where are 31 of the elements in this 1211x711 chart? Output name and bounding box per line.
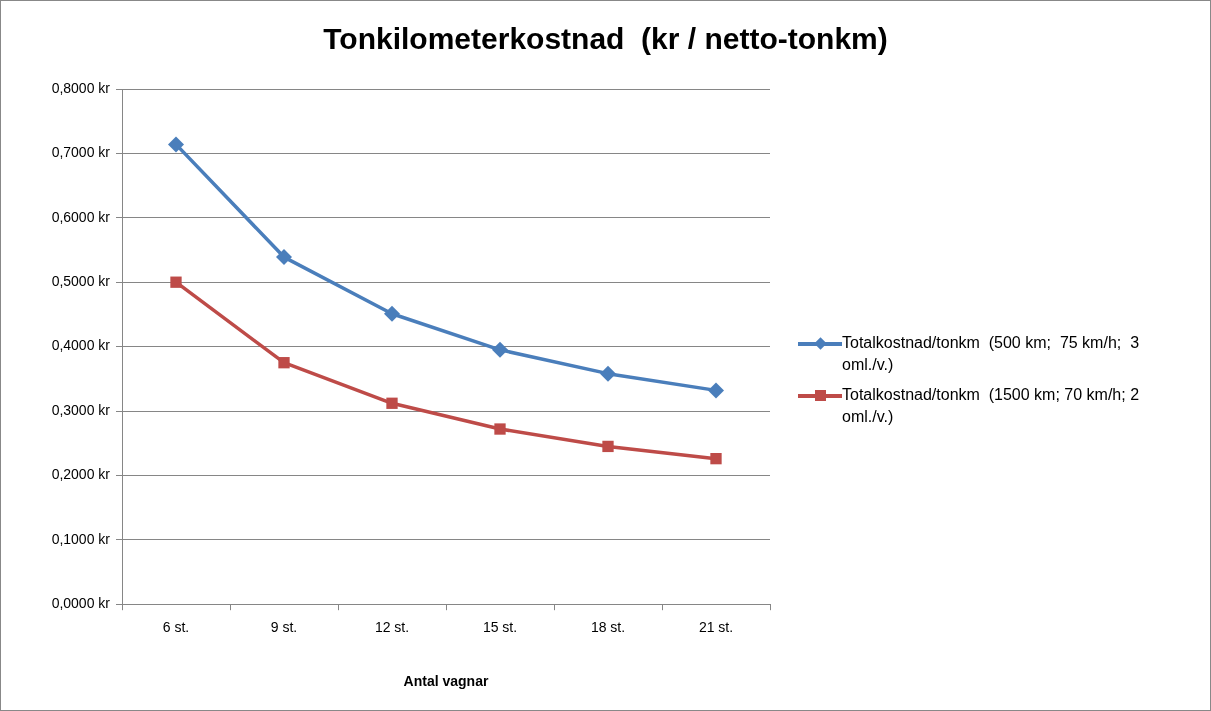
point xyxy=(494,423,506,435)
y-tick-label: 0,7000 kr xyxy=(51,144,111,161)
point xyxy=(386,397,398,409)
x-tick-label: 15 st. xyxy=(482,619,518,636)
y-tick-label: 0,8000 kr xyxy=(51,79,111,96)
point xyxy=(710,453,722,465)
x-tick-label: 18 st. xyxy=(590,619,626,636)
point xyxy=(384,305,400,322)
point xyxy=(276,249,292,266)
point xyxy=(168,136,184,153)
y-tick-label: 0,3000 kr xyxy=(51,401,111,418)
y-tick-label: 0,6000 kr xyxy=(51,208,111,225)
point xyxy=(602,440,614,453)
point xyxy=(170,276,182,288)
y-tick-label: 0,4000 kr xyxy=(51,337,111,354)
y-tick-label: 0,1000 kr xyxy=(51,530,111,547)
y-tick-label: 0,0000 kr xyxy=(51,595,111,612)
point xyxy=(600,365,616,382)
y-tick-label: 0,2000 kr xyxy=(51,466,111,483)
point xyxy=(708,382,724,399)
y-tick-label: 0,5000 kr xyxy=(51,273,111,290)
x-tick-label: 6 st. xyxy=(162,619,190,636)
x-tick-label: 9 st. xyxy=(270,619,298,636)
x-tick-label: 21 st. xyxy=(698,619,734,636)
legend-label: Totalkostnad/tonkm (1500 km; 70 km/h; 2 oml./v.) xyxy=(842,385,1141,427)
point xyxy=(492,341,508,358)
point xyxy=(278,357,290,369)
legend-label: Totalkostnad/tonkm (500 km; 75 km/h; 3 oml./v.) xyxy=(842,333,1141,375)
x-axis-title: Antal vagnar xyxy=(402,673,490,689)
chart-title: Tonkilometerkostnad (kr / netto-tonkm) xyxy=(322,22,889,56)
x-tick-label: 12 st. xyxy=(374,619,410,636)
